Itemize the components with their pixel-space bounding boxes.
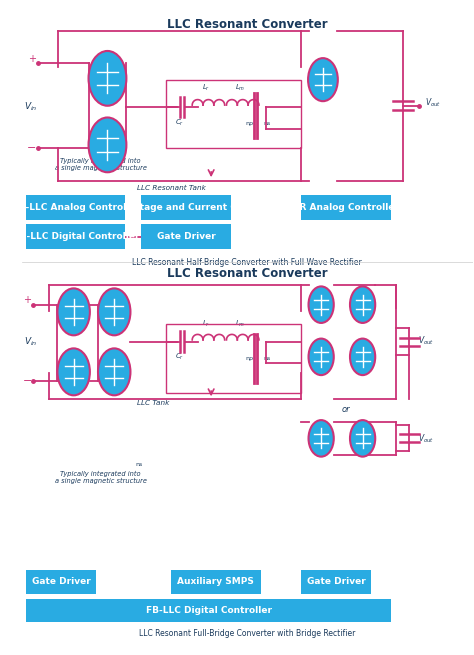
Text: ns: ns xyxy=(264,121,271,126)
FancyBboxPatch shape xyxy=(141,195,231,220)
Text: Gate Driver: Gate Driver xyxy=(307,577,365,586)
Text: $C_r$: $C_r$ xyxy=(175,352,184,362)
FancyBboxPatch shape xyxy=(27,570,96,593)
Text: LLC Resonant Full-Bridge Converter with Bridge Rectifier: LLC Resonant Full-Bridge Converter with … xyxy=(139,629,356,638)
Text: Gate Driver: Gate Driver xyxy=(157,233,216,241)
Text: $V_{out}$: $V_{out}$ xyxy=(425,96,441,109)
Text: SR Analog Controller: SR Analog Controller xyxy=(293,203,400,212)
Text: FB-LLC Digital Controller: FB-LLC Digital Controller xyxy=(146,606,272,615)
Text: or: or xyxy=(49,227,58,235)
Text: $V_{in}$: $V_{in}$ xyxy=(24,335,37,348)
FancyBboxPatch shape xyxy=(27,599,392,622)
Text: Gate Driver: Gate Driver xyxy=(32,577,91,586)
Text: +: + xyxy=(27,54,36,64)
FancyBboxPatch shape xyxy=(301,195,392,220)
Text: $C_r$: $C_r$ xyxy=(175,117,184,128)
Text: $L_m$: $L_m$ xyxy=(235,83,245,93)
Text: np: np xyxy=(245,356,253,362)
Text: Voltage and Current Ctrl: Voltage and Current Ctrl xyxy=(124,203,249,212)
Text: HB-LLC Digital Controller: HB-LLC Digital Controller xyxy=(12,233,140,241)
Text: np: np xyxy=(245,121,253,126)
Text: $V_{out}$: $V_{out}$ xyxy=(418,334,434,346)
FancyBboxPatch shape xyxy=(171,570,261,593)
Circle shape xyxy=(57,288,90,335)
FancyBboxPatch shape xyxy=(141,225,231,250)
Text: −: − xyxy=(27,143,36,153)
Circle shape xyxy=(350,339,375,375)
Text: Typically integrated into
a single magnetic structure: Typically integrated into a single magne… xyxy=(55,471,146,484)
Circle shape xyxy=(98,348,130,396)
Circle shape xyxy=(89,51,127,105)
Circle shape xyxy=(57,348,90,396)
Text: LLC Resonant Converter: LLC Resonant Converter xyxy=(167,267,328,280)
Circle shape xyxy=(309,286,334,323)
Text: $L_r$: $L_r$ xyxy=(201,318,210,329)
Text: $V_{out}$: $V_{out}$ xyxy=(418,432,434,445)
Circle shape xyxy=(89,117,127,172)
FancyBboxPatch shape xyxy=(301,570,371,593)
Text: or: or xyxy=(342,405,351,413)
Text: $L_m$: $L_m$ xyxy=(235,318,245,329)
Text: LLC Resonant Half-Bridge Converter with Full Wave Rectifier: LLC Resonant Half-Bridge Converter with … xyxy=(132,257,362,267)
Circle shape xyxy=(309,420,334,457)
FancyBboxPatch shape xyxy=(27,195,126,220)
Text: +: + xyxy=(23,295,31,305)
Circle shape xyxy=(309,339,334,375)
Circle shape xyxy=(350,286,375,323)
Circle shape xyxy=(350,420,375,457)
Text: LLC Tank: LLC Tank xyxy=(137,400,169,405)
Text: −: − xyxy=(23,376,32,386)
Text: Typically integrated into
a single magnetic structure: Typically integrated into a single magne… xyxy=(55,158,146,171)
FancyBboxPatch shape xyxy=(27,225,126,250)
Text: $V_{in}$: $V_{in}$ xyxy=(24,101,37,113)
Circle shape xyxy=(308,58,338,101)
Text: LLC Resonant Converter: LLC Resonant Converter xyxy=(167,18,328,31)
Text: LLC Resonant Tank: LLC Resonant Tank xyxy=(137,185,206,191)
Text: HB-LLC Analog Controller: HB-LLC Analog Controller xyxy=(11,203,140,212)
Text: ns: ns xyxy=(264,356,271,362)
Text: $L_r$: $L_r$ xyxy=(201,83,210,93)
Text: Auxiliary SMPS: Auxiliary SMPS xyxy=(177,577,254,586)
Text: ns: ns xyxy=(136,462,143,467)
Circle shape xyxy=(98,288,130,335)
